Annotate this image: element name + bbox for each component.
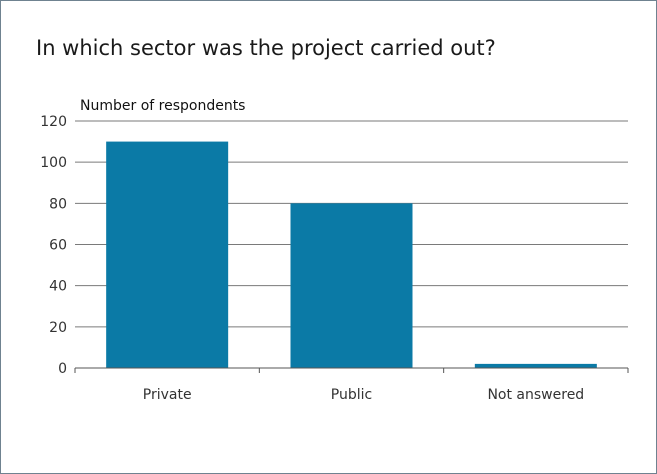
y-tick-label: 60 bbox=[49, 238, 67, 254]
x-axis-categories: Private Public Not answered bbox=[143, 387, 584, 403]
y-tick-label: 20 bbox=[49, 320, 67, 336]
x-category-label: Private bbox=[143, 387, 192, 403]
y-axis-label: Number of respondents bbox=[80, 98, 245, 114]
bars bbox=[106, 141, 597, 368]
x-category-label: Not answered bbox=[487, 387, 584, 403]
x-axis bbox=[74, 367, 629, 373]
x-category-label: Public bbox=[331, 387, 372, 403]
y-tick-label: 40 bbox=[49, 279, 67, 295]
y-tick-label: 120 bbox=[40, 114, 67, 130]
chart-title: In which sector was the project carried … bbox=[36, 36, 496, 60]
bar-public bbox=[290, 203, 413, 368]
bar-not-answered bbox=[474, 363, 597, 368]
y-tick-label: 100 bbox=[40, 155, 67, 171]
y-tick-label: 0 bbox=[58, 361, 67, 377]
y-axis-ticks: 0 20 40 60 80 100 120 bbox=[40, 114, 67, 377]
bar-private bbox=[106, 141, 229, 368]
y-tick-label: 80 bbox=[49, 196, 67, 212]
